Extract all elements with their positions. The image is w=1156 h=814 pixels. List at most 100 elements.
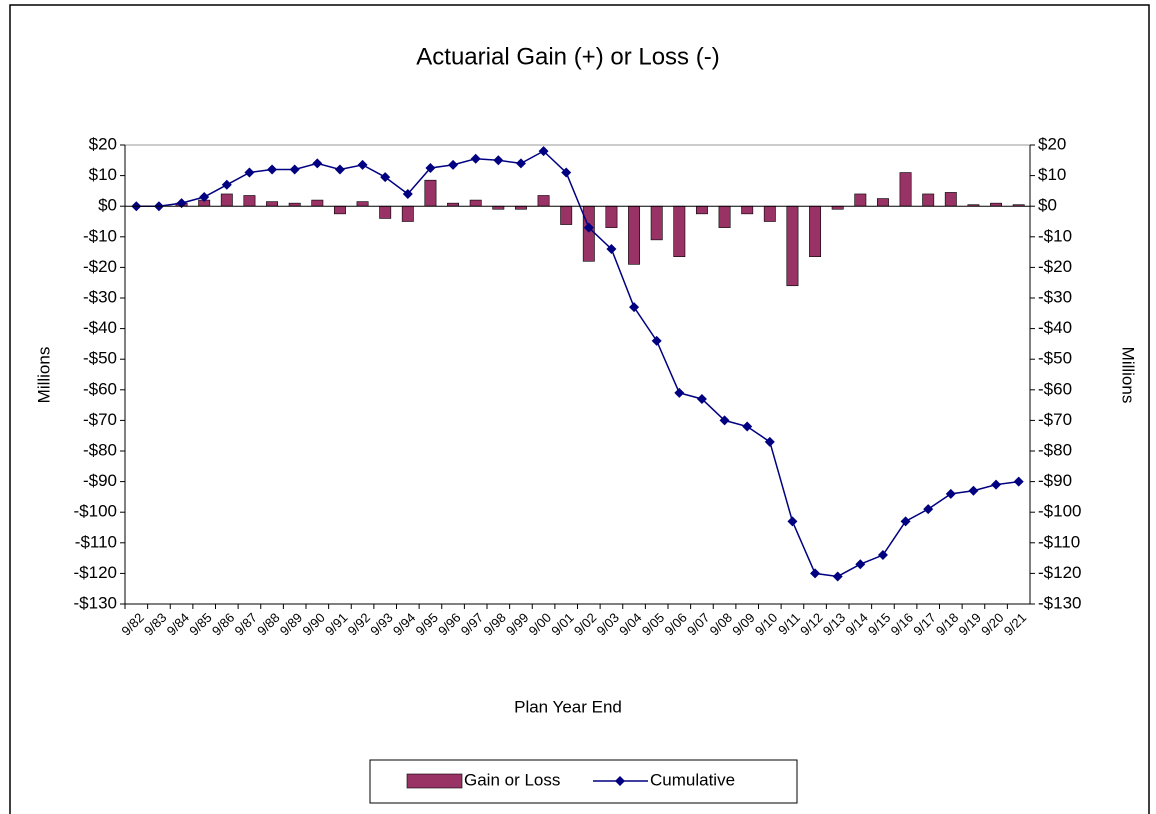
chart-title: Actuarial Gain (+) or Loss (-) xyxy=(416,43,719,70)
marker xyxy=(470,153,481,164)
marker xyxy=(629,302,640,313)
bar xyxy=(243,195,256,207)
marker xyxy=(289,164,300,175)
y2-tick-label: $20 xyxy=(1038,134,1066,153)
marker xyxy=(244,167,255,178)
bar xyxy=(605,205,618,228)
bar xyxy=(220,193,233,207)
marker xyxy=(855,559,866,570)
bar xyxy=(763,205,776,222)
y-tick-label: -$10 xyxy=(83,226,117,245)
marker xyxy=(696,393,707,404)
y-tick-label: -$90 xyxy=(83,471,117,490)
legend-label: Cumulative xyxy=(650,770,735,789)
marker xyxy=(493,155,504,166)
chart-border xyxy=(9,4,1150,814)
marker xyxy=(176,198,187,209)
y2-tick-label: -$30 xyxy=(1038,287,1072,306)
bar xyxy=(854,193,867,207)
marker xyxy=(991,479,1002,490)
bar xyxy=(786,205,799,287)
y-tick-label: -$80 xyxy=(83,440,117,459)
bar xyxy=(560,205,573,225)
bar xyxy=(401,205,414,222)
marker xyxy=(923,504,934,515)
marker xyxy=(199,192,210,203)
y-tick-label: -$20 xyxy=(83,257,117,276)
line xyxy=(136,150,1019,578)
bar xyxy=(537,195,550,207)
marker xyxy=(877,550,888,561)
y2-tick-label: -$10 xyxy=(1038,226,1072,245)
y2-tick-label: -$100 xyxy=(1038,502,1081,521)
marker xyxy=(538,146,549,157)
bar xyxy=(809,205,822,257)
y-tick-label: -$120 xyxy=(74,563,117,582)
marker xyxy=(606,244,617,255)
bar xyxy=(469,199,482,207)
bar xyxy=(356,201,369,207)
bar xyxy=(424,179,437,207)
legend-label: Gain or Loss xyxy=(464,770,560,789)
y-tick-label: -$40 xyxy=(83,318,117,337)
marker xyxy=(312,158,323,169)
bar xyxy=(899,172,912,207)
marker xyxy=(945,488,956,499)
marker xyxy=(674,387,685,398)
marker xyxy=(425,162,436,173)
legend-swatch xyxy=(406,773,463,789)
y-tick-label: -$60 xyxy=(83,379,117,398)
marker xyxy=(221,179,232,190)
y-tick-label: -$100 xyxy=(74,502,117,521)
marker xyxy=(719,415,730,426)
y-tick-label: $0 xyxy=(98,196,117,215)
y-tick-label: -$110 xyxy=(75,532,117,551)
y2-tick-label: -$130 xyxy=(1038,593,1081,612)
bar xyxy=(922,193,935,207)
y2-tick-label: -$60 xyxy=(1038,379,1072,398)
marker xyxy=(900,516,911,527)
x-axis-label: Plan Year End xyxy=(514,697,622,716)
y-axis-label: Millions xyxy=(34,347,53,404)
bar xyxy=(582,205,595,262)
bar xyxy=(673,205,686,257)
bar xyxy=(311,199,324,207)
bar xyxy=(650,205,663,241)
marker xyxy=(515,158,526,169)
y2-tick-label: -$40 xyxy=(1038,318,1072,337)
bar xyxy=(695,205,708,215)
y-tick-label: -$30 xyxy=(83,287,117,306)
y2-tick-label: $10 xyxy=(1038,165,1066,184)
bar xyxy=(718,205,731,228)
bar xyxy=(741,205,754,215)
marker xyxy=(968,485,979,496)
y2-tick-label: -$50 xyxy=(1038,349,1072,368)
marker xyxy=(832,571,843,582)
marker xyxy=(561,167,572,178)
bar xyxy=(944,192,957,207)
bar xyxy=(379,205,392,219)
bar xyxy=(628,205,641,265)
marker xyxy=(334,164,345,175)
marker xyxy=(357,159,368,170)
bar xyxy=(333,205,346,215)
y-tick-label: $10 xyxy=(89,165,117,184)
y2-tick-label: -$90 xyxy=(1038,471,1072,490)
legend-marker xyxy=(615,776,625,786)
y2-tick-label: -$120 xyxy=(1038,563,1081,582)
y2-tick-label: -$20 xyxy=(1038,257,1072,276)
marker xyxy=(810,568,821,579)
y2-tick-label: -$70 xyxy=(1038,410,1072,429)
marker xyxy=(651,335,662,346)
y2-tick-label: $0 xyxy=(1038,196,1057,215)
marker xyxy=(448,159,459,170)
y-tick-label: $20 xyxy=(89,134,117,153)
y-tick-label: -$50 xyxy=(83,349,117,368)
marker xyxy=(787,516,798,527)
y-tick-label: -$70 xyxy=(83,410,117,429)
marker xyxy=(402,188,413,199)
marker xyxy=(742,421,753,432)
y-tick-label: -$130 xyxy=(74,593,117,612)
y2-tick-label: -$80 xyxy=(1038,440,1072,459)
